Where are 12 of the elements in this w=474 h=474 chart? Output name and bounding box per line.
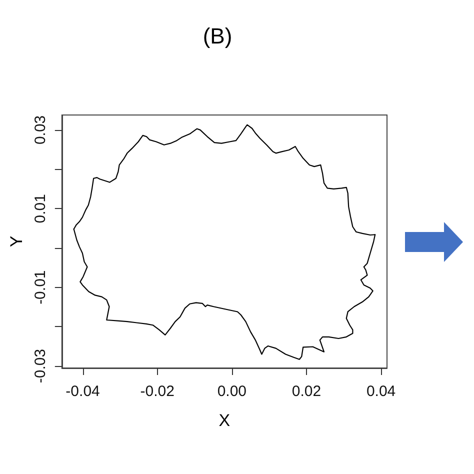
y-tick-label: 0.01 bbox=[32, 194, 49, 224]
y-tick-label: -0.01 bbox=[32, 270, 49, 304]
y-axis-title: Y bbox=[7, 236, 26, 248]
x-tick-label: -0.04 bbox=[66, 383, 100, 400]
x-axis-title: X bbox=[218, 411, 230, 430]
x-tick-label: 0.02 bbox=[292, 383, 322, 400]
x-tick-label: 0.00 bbox=[217, 383, 247, 400]
x-tick-label: -0.02 bbox=[140, 383, 174, 400]
chart-title: (B) bbox=[202, 24, 232, 48]
y-tick-label: 0.03 bbox=[32, 115, 49, 145]
x-tick-label: 0.04 bbox=[366, 383, 396, 400]
y-tick-label: -0.03 bbox=[32, 348, 49, 384]
